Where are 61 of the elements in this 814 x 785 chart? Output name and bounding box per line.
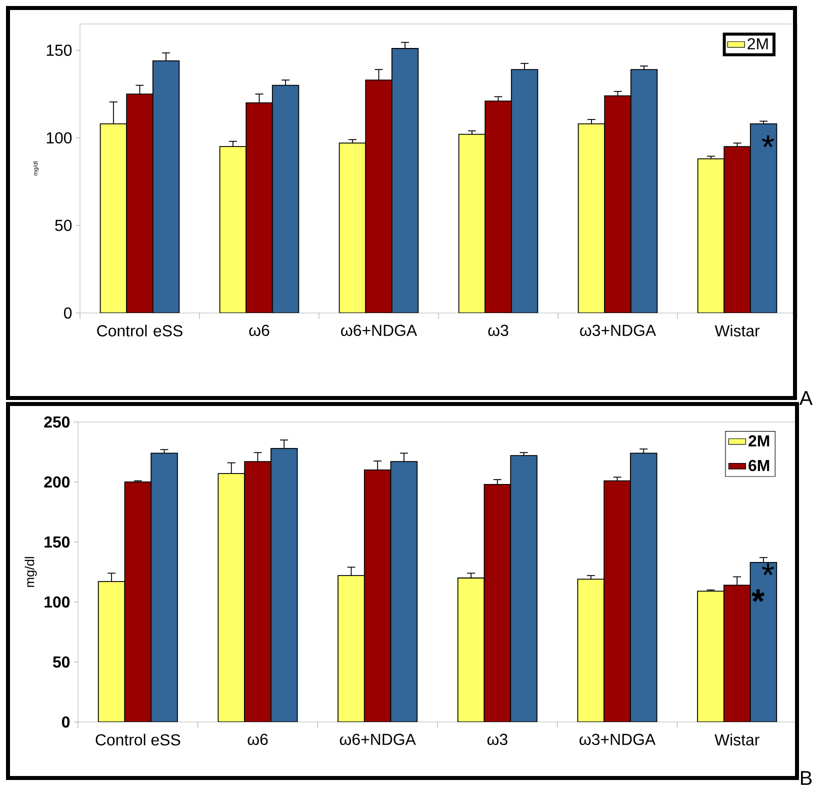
bar [100,123,128,314]
y-tick-label: 150 [46,44,72,56]
bar [390,461,418,722]
y-axis-title: mg/dl [24,557,37,588]
y-tick-label: 0 [64,307,72,319]
legend-label: 6M [748,460,770,472]
y-tick-label: 0 [62,716,70,728]
annotation: * [752,589,765,602]
bar [457,578,485,722]
bar [510,455,538,722]
y-tick-label: 250 [44,416,70,428]
annotation: * [762,135,774,148]
bar [246,102,273,314]
bar [577,578,605,722]
y-tick-label: 50 [55,220,72,232]
x-tick-label: Control eSS [96,734,180,746]
x-tick-label: ω6+NDGA [341,324,418,336]
bar [511,70,538,314]
bar [630,452,658,722]
bar [750,562,778,722]
annotation: * [762,563,774,576]
x-tick-label: ω3+NDGA [580,324,656,336]
text: B [801,771,812,785]
y-tick-label: 50 [52,656,70,668]
y-tick-label: 100 [44,596,70,608]
x-tick-label: Control eSS [97,324,182,337]
x-tick-label: Wistar [714,734,760,746]
bar [338,142,366,314]
x-tick-label: ω3+NDGA [580,734,656,746]
y-tick-label: 100 [46,132,72,144]
bar [750,123,778,314]
legend-label: 2M [748,435,770,446]
bar [98,581,126,722]
bar [578,123,606,314]
bar [152,60,180,314]
bar [365,80,392,314]
text: A [799,391,813,405]
x-tick-label: ω3 [487,734,508,746]
bar [604,95,632,314]
x-tick-label: ω3 [488,324,508,336]
bar [485,101,512,314]
bar [697,590,724,722]
x-tick-label: ω6 [249,324,270,336]
bar [724,146,751,314]
bar [219,146,247,314]
bar [126,94,154,314]
bar [458,134,486,314]
bar [270,448,298,722]
bar [697,158,725,314]
bar [218,473,246,722]
bar [630,69,658,314]
x-tick-label: ω6+NDGA [340,734,416,746]
y-tick-label: 200 [44,476,70,488]
x-tick-label: Wistar [714,324,760,337]
bar [391,48,419,314]
bar [150,452,178,722]
y-tick-label: 150 [44,536,70,548]
bar [272,84,300,314]
legend-label: 2M [748,38,768,50]
bar [338,575,365,722]
x-tick-label: ω6 [248,734,268,746]
